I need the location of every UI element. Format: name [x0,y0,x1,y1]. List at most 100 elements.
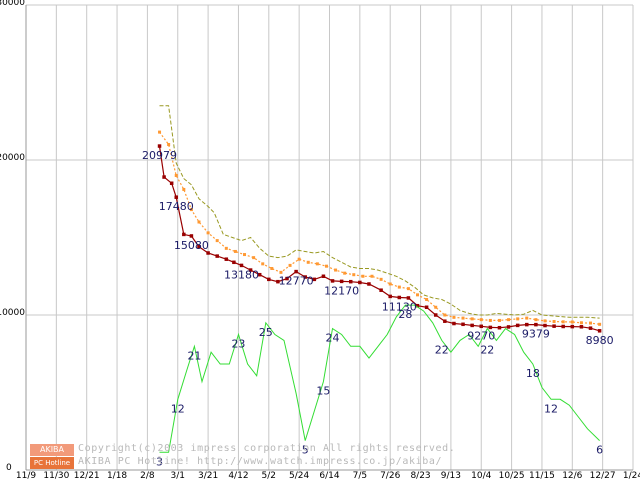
average-data-point [233,249,237,253]
average-data-point [416,293,420,297]
price-data-point [248,268,253,272]
price-data-point [348,279,353,284]
price-data-point [415,303,420,308]
average-data-point [361,274,365,278]
x-tick-label: 7/26 [380,471,400,480]
count-data-label: 24 [326,332,340,345]
site-url-text: AKIBA PC Hotline! http://www.watch.impre… [78,456,443,467]
price-data-point [206,251,210,255]
price-data-label: 17480 [159,200,194,213]
price-data-point [515,323,520,328]
price-data-point [285,276,289,281]
average-data-point [261,262,265,266]
price-data-point [570,324,575,329]
price-data-point [169,181,174,185]
x-tick-label: 12/21 [74,471,100,480]
price-data-point [461,322,465,327]
price-data-point [303,275,307,279]
price-data-point [561,324,565,329]
price-data-label: 12170 [324,284,359,297]
count-data-label: 22 [435,343,449,356]
average-data-point [182,187,186,191]
count-series-line [159,304,600,453]
x-tick-label: 10/25 [499,471,525,480]
average-data-point [288,263,292,267]
average-data-point [306,260,310,264]
count-data-label: 3 [156,455,163,468]
y-tick-label: 10000 [0,308,25,318]
average-data-point [570,320,574,324]
pc-hotline-logo-badge: PC Hotline [30,457,74,469]
price-data-point [339,279,344,284]
price-data-point [239,263,244,268]
price-data-point [452,321,456,326]
count-data-label: 6 [596,444,603,457]
average-data-point [270,267,274,270]
x-tick-label: 7/5 [353,471,367,480]
x-tick-label: 3/21 [198,471,218,480]
average-data-point [534,318,538,322]
average-data-point [397,285,401,289]
price-data-point [525,322,529,327]
average-data-point [470,317,474,321]
average-data-point [488,318,492,322]
count-data-label: 22 [480,343,494,356]
price-data-point [294,269,298,274]
count-data-label: 21 [187,349,201,362]
average-data-point [552,320,556,324]
y-tick-label: 0 [6,463,12,473]
average-data-point [297,257,301,261]
price-data-point [388,294,392,299]
price-data-point [232,260,236,265]
price-data-point [276,279,280,284]
average-data-point [189,208,193,212]
average-data-point [252,256,256,260]
average-data-point [370,274,374,278]
count-data-label: 5 [302,444,309,457]
price-data-point [470,323,474,328]
copyright-text: Copyright(c)2003 impress corporation All… [78,443,456,454]
average-data-point [406,287,410,291]
x-tick-label: 12/6 [562,471,582,480]
price-data-point [321,274,326,278]
price-data-point [174,195,178,199]
price-data-point [579,325,584,329]
price-data-point [330,279,335,283]
price-data-point [534,322,538,327]
price-data-point [406,296,411,300]
price-data-point [506,325,511,329]
average-data-point [224,246,228,250]
x-tick-label: 9/13 [441,471,461,480]
price-data-point [162,175,166,179]
count-data-label: 15 [316,385,330,398]
average-data-point [516,317,520,321]
price-data-label: 8980 [586,334,614,347]
x-tick-label: 12/27 [590,471,616,480]
count-data-label: 12 [544,402,558,415]
price-data-point [312,277,317,282]
price-data-point [267,277,271,282]
count-data-label: 23 [231,338,245,351]
price-data-point [543,323,547,328]
average-data-point [452,315,456,319]
price-data-point [257,272,262,277]
x-tick-label: 11/30 [43,471,69,480]
x-tick-label: 6/14 [319,471,339,480]
x-tick-label: 4/12 [228,471,248,480]
x-tick-label: 2/8 [140,471,155,480]
average-data-point [343,271,347,275]
y-tick-label: 30000 [0,0,25,8]
price-data-point [182,232,186,237]
x-tick-label: 5/24 [289,471,309,480]
average-data-point [243,253,247,257]
count-data-label: 25 [259,326,273,339]
average-data-point [425,298,429,301]
average-data-point [507,318,511,322]
x-tick-label: 1/18 [107,471,127,480]
average-data-point [525,316,529,320]
average-data-point [434,305,438,309]
average-data-point [379,277,383,281]
price-data-point [497,325,502,330]
price-data-label: 20979 [142,149,177,162]
